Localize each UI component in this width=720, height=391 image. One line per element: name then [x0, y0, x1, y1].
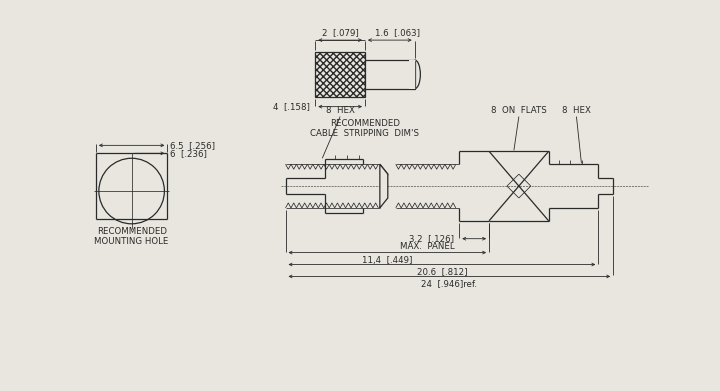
Bar: [315, 52, 365, 97]
Text: 3.2  [.126]: 3.2 [.126]: [410, 234, 454, 243]
Text: 8  HEX: 8 HEX: [562, 106, 591, 115]
Text: 8  HEX: 8 HEX: [325, 106, 354, 115]
Text: RECOMMENDED
CABLE  STRIPPING  DIM'S: RECOMMENDED CABLE STRIPPING DIM'S: [310, 118, 420, 138]
Text: 2  [.079]: 2 [.079]: [322, 28, 359, 37]
Text: 4  [.158]: 4 [.158]: [274, 102, 310, 111]
Text: 24  [.946]ref.: 24 [.946]ref.: [421, 280, 477, 289]
Bar: [365, 60, 415, 89]
Text: 8  ON  FLATS: 8 ON FLATS: [491, 106, 546, 115]
Bar: [409, 60, 415, 89]
Text: 6.5  [.256]: 6.5 [.256]: [171, 141, 215, 150]
Polygon shape: [380, 164, 388, 208]
Text: 1.6  [.063]: 1.6 [.063]: [375, 28, 420, 37]
Text: 11,4  [.449]: 11,4 [.449]: [362, 256, 413, 265]
Text: 20.6  [.812]: 20.6 [.812]: [417, 267, 467, 276]
Text: MAX.  PANEL: MAX. PANEL: [400, 242, 454, 251]
Bar: [315, 52, 365, 97]
Text: 6  [.236]: 6 [.236]: [171, 149, 207, 158]
Text: RECOMMENDED
MOUNTING HOLE: RECOMMENDED MOUNTING HOLE: [94, 227, 168, 246]
